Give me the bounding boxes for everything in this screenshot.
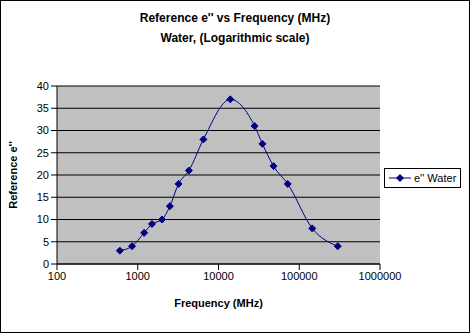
svg-text:Reference e'': Reference e'': [8, 141, 19, 209]
svg-text:1000000: 1000000: [359, 270, 402, 282]
svg-text:100000: 100000: [281, 270, 318, 282]
svg-text:10000: 10000: [203, 270, 234, 282]
html-text:Reference e'' vs Frequency (MH: Reference e'' vs Frequency (MHz): [139, 11, 331, 25]
svg-text:10: 10: [37, 213, 49, 225]
svg-text:40: 40: [37, 80, 49, 92]
svg-text:15: 15: [37, 191, 49, 203]
svg-text:25: 25: [37, 147, 49, 159]
svg-text:5: 5: [43, 236, 49, 248]
svg-text:Frequency (MHz): Frequency (MHz): [174, 297, 263, 309]
svg-text:30: 30: [37, 124, 49, 136]
svg-text:20: 20: [37, 169, 49, 181]
html-text:Water, (Logarithmic scale): Water, (Logarithmic scale): [160, 31, 310, 45]
svg-text:1000: 1000: [126, 270, 150, 282]
svg-text:35: 35: [37, 102, 49, 114]
svg-text:0: 0: [43, 258, 49, 270]
svg-text:100: 100: [48, 270, 66, 282]
html-text:e'' Water: e'' Water: [414, 172, 457, 184]
